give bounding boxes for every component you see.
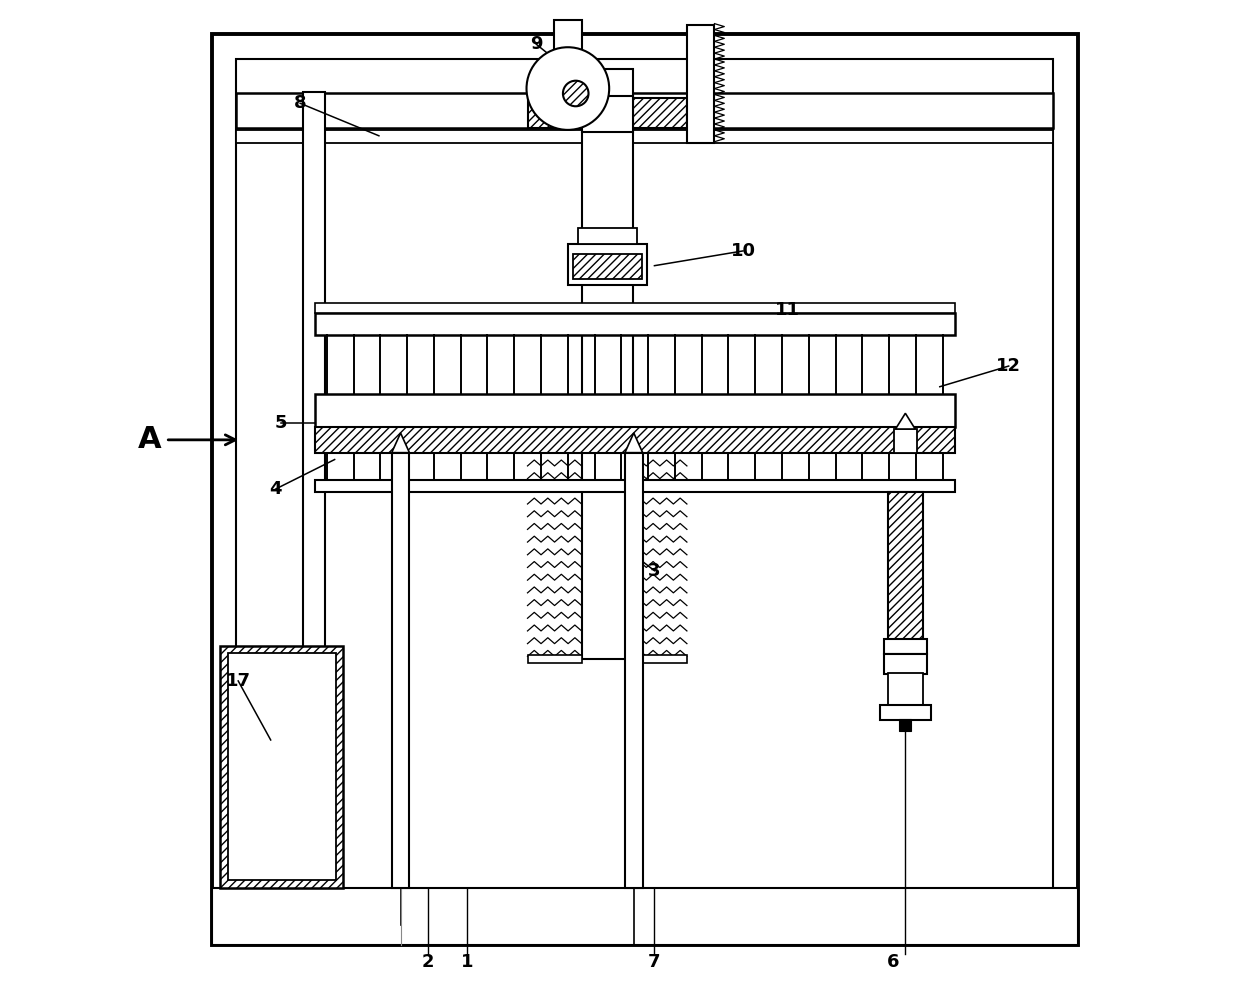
Bar (582, 96, 632, 132)
Text: 12: 12 (996, 357, 1022, 375)
Bar (315, 427, 955, 453)
Text: 2: 2 (422, 953, 434, 971)
Bar (228, 653, 336, 880)
Bar (578, 228, 636, 244)
Bar (315, 303, 955, 313)
Bar (315, 313, 955, 335)
Text: 7: 7 (649, 953, 661, 971)
Bar (884, 639, 928, 654)
Bar (237, 93, 1053, 128)
Bar (884, 654, 928, 674)
Bar (392, 453, 409, 888)
Bar (315, 394, 955, 427)
Circle shape (563, 81, 589, 106)
Bar (582, 69, 632, 659)
Circle shape (527, 47, 609, 130)
Bar (315, 480, 955, 492)
Bar (687, 25, 714, 143)
Bar (554, 20, 582, 84)
Polygon shape (895, 413, 915, 429)
Bar (568, 244, 646, 285)
Bar (879, 705, 931, 720)
Bar (888, 492, 923, 640)
Text: 11: 11 (775, 301, 800, 319)
Bar (625, 453, 642, 888)
Bar (527, 655, 582, 663)
Text: 17: 17 (226, 672, 250, 690)
Text: A: A (138, 425, 161, 455)
Text: 3: 3 (649, 562, 661, 580)
Bar (212, 888, 1078, 945)
Bar (632, 655, 687, 663)
Bar (899, 719, 911, 731)
Text: 4: 4 (269, 480, 281, 498)
Bar (221, 646, 343, 888)
Bar (303, 92, 325, 888)
Bar (237, 130, 1053, 143)
Bar (894, 429, 918, 453)
Bar (632, 98, 687, 128)
Text: 6: 6 (888, 953, 900, 971)
Text: 9: 9 (531, 35, 543, 53)
Bar (237, 59, 1053, 920)
Bar (212, 34, 1078, 945)
Polygon shape (625, 433, 642, 453)
Bar (573, 254, 641, 279)
Text: 10: 10 (730, 242, 755, 260)
Bar (888, 673, 923, 707)
Text: 5: 5 (274, 414, 286, 432)
Bar (527, 98, 582, 128)
Text: 8: 8 (294, 94, 306, 112)
Text: 1: 1 (461, 953, 474, 971)
Polygon shape (392, 433, 409, 453)
